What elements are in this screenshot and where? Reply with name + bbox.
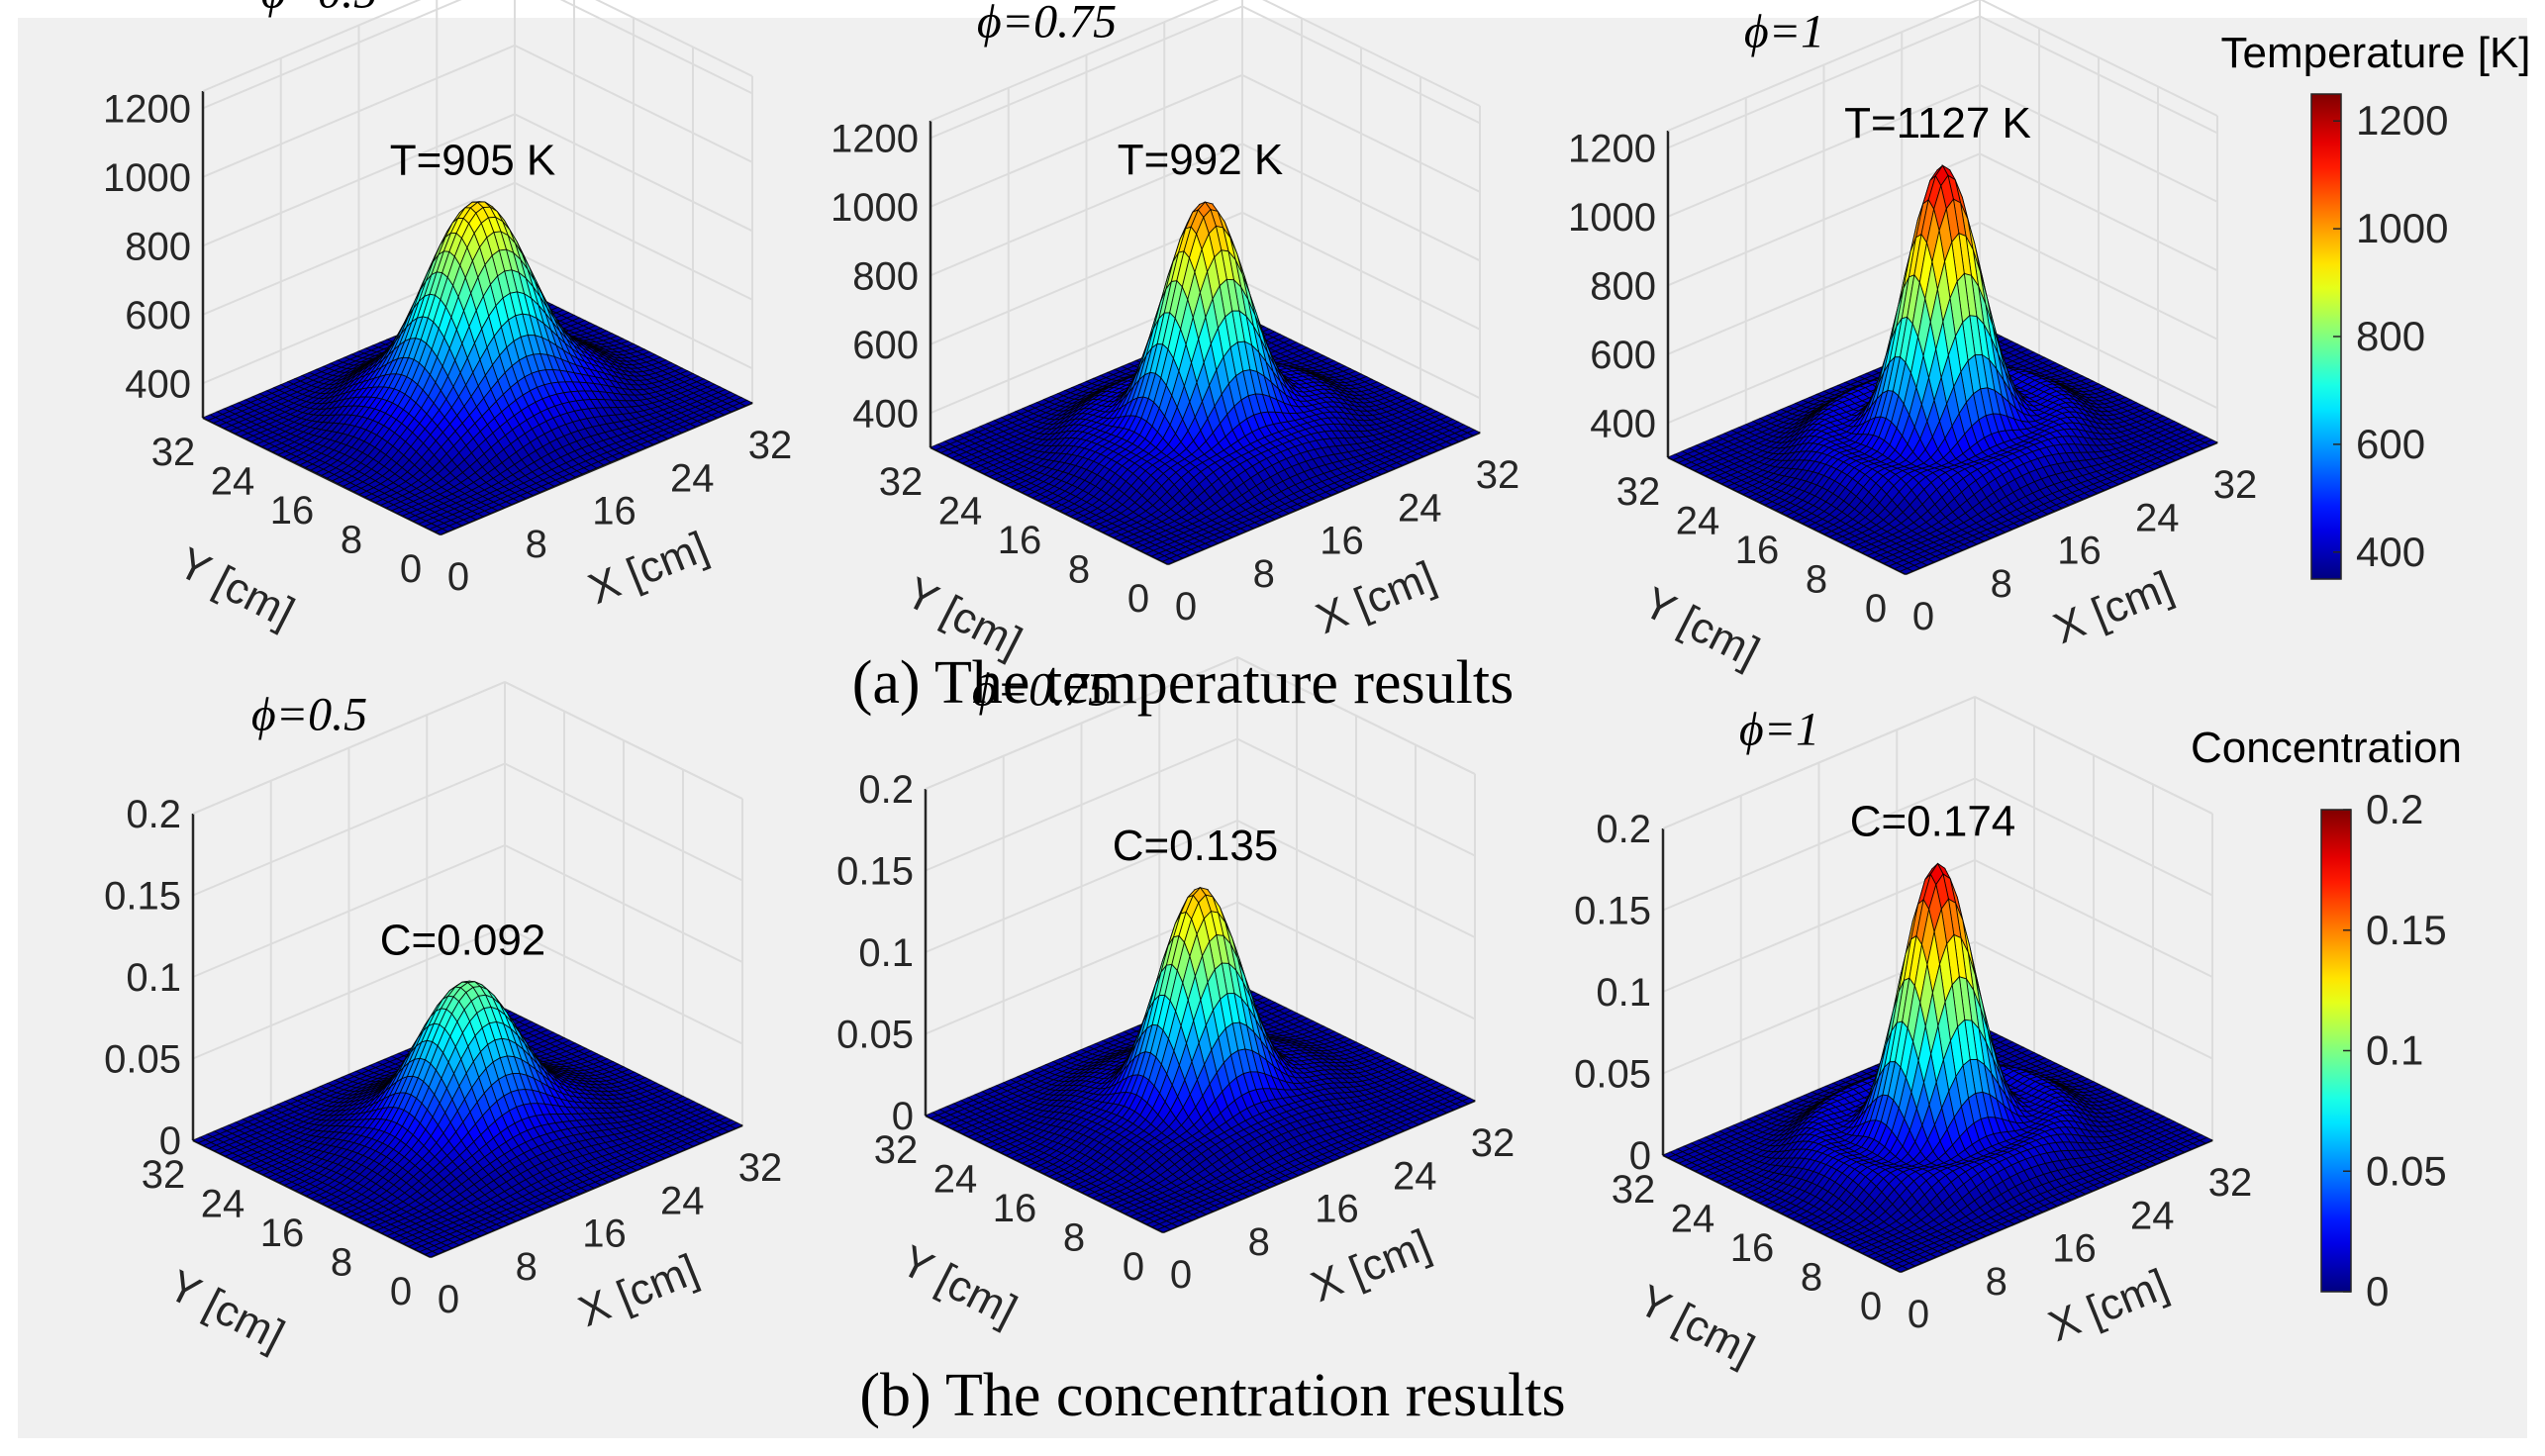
x-tick-label: 16 [1320,520,1364,563]
surface-mesh [201,201,754,535]
z-tick-label: 600 [852,324,919,367]
x-tick-label: 16 [592,490,636,534]
x-tick-label: 0 [447,555,469,599]
z-tick-label: 1000 [103,156,191,200]
y-tick-label: 0 [1127,577,1149,621]
panel-title: ϕ=0.5 [261,0,377,19]
wall-grid-line [202,44,516,178]
x-tick-label: 32 [1476,453,1520,497]
x-tick-label: 8 [1253,552,1275,596]
wall-grid-line [514,181,753,301]
x-tick-label: 8 [526,523,547,566]
wall-grid-line [202,0,462,110]
z-tick-label: 800 [125,225,191,268]
y-tick-label: 24 [938,490,983,534]
y-tick-label: 8 [1068,548,1090,592]
y-tick-label: 8 [341,519,362,562]
z-tick-label: 600 [125,294,191,338]
z-tick-label: 1200 [831,117,919,160]
z-tick-label: 1000 [831,186,919,230]
peak-label: T=905 K [390,136,556,184]
z-tick-label: 400 [852,392,919,436]
y-tick-label: 32 [151,431,196,474]
z-tick-label: 800 [852,254,919,298]
y-tick-label: 24 [211,460,255,504]
y-tick-label: 16 [998,519,1042,562]
peak-label: T=992 K [1118,136,1284,184]
y-tick-label: 32 [879,460,924,504]
wall-grid-line [514,250,753,370]
top-box-line [595,0,753,77]
wall-grid-line [514,44,753,163]
wall-grid-line [514,113,753,233]
x-tick-label: 24 [1398,486,1442,530]
z-tick-label: 1200 [103,87,191,131]
top-box-line [202,0,422,92]
x-tick-label: 0 [1175,585,1197,629]
z-tick-label: 400 [125,362,191,406]
x-tick-label: 32 [748,424,793,467]
y-tick-label: 16 [270,489,315,533]
wall-grid-line [202,113,516,247]
x-tick-label: 24 [670,456,715,500]
wall-grid-line [559,0,753,95]
wall-grid-line [202,181,516,316]
y-tick-label: 0 [400,547,422,591]
panel-title: ϕ=0.75 [977,0,1117,49]
